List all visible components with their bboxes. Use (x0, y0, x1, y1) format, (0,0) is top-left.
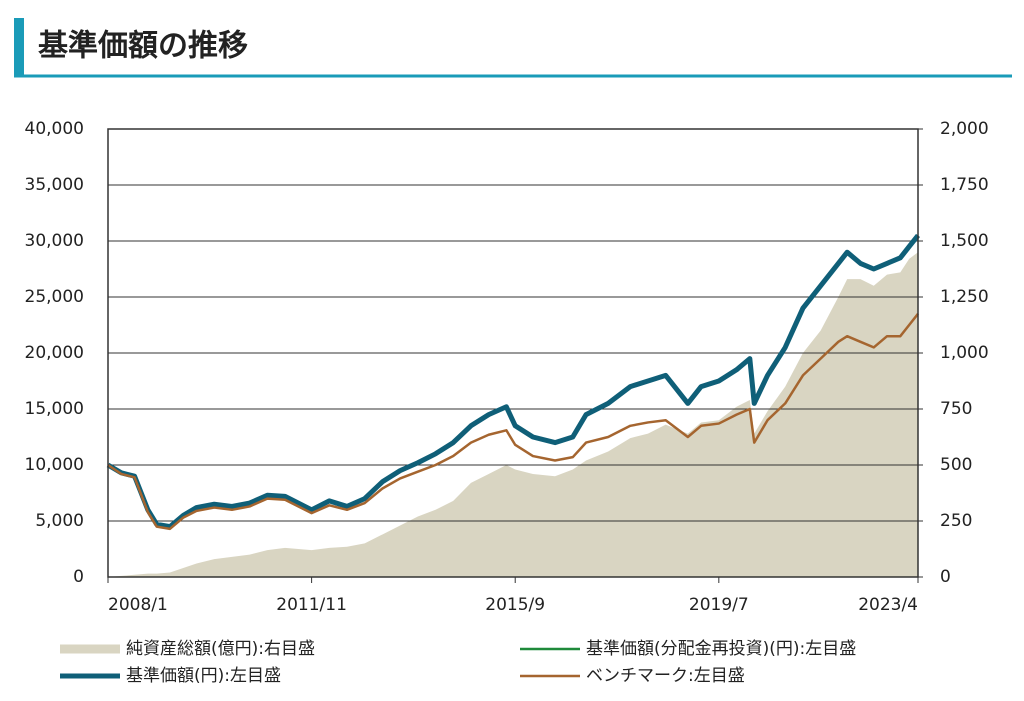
y2-tick-label: 250 (940, 511, 972, 531)
area-series (108, 252, 918, 577)
y2-tick-label: 500 (940, 455, 972, 475)
title-accent (14, 18, 24, 76)
y-tick-label: 10,000 (25, 455, 84, 475)
y-tick-label: 25,000 (25, 287, 84, 307)
y2-tick-label: 2,000 (940, 119, 989, 139)
page-title: 基準価額の推移 (38, 29, 248, 64)
line-series (107, 313, 919, 531)
y2-tick-label: 1,250 (940, 287, 989, 307)
y-tick-label: 35,000 (25, 175, 84, 195)
legend-label: 純資産総額(億円):右目盛 (126, 639, 315, 659)
x-tick-label: 2023/4 (858, 595, 918, 615)
y2-tick-label: 750 (940, 399, 972, 419)
y2-tick-label: 1,500 (940, 231, 989, 251)
y2-tick-label: 0 (940, 567, 951, 587)
nav-line (106, 233, 920, 530)
y-tick-label: 0 (73, 567, 84, 587)
x-tick-label: 2008/1 (108, 595, 168, 615)
y2-tick-label: 1,000 (940, 343, 989, 363)
y-tick-label: 5,000 (35, 511, 84, 531)
x-tick-label: 2015/9 (485, 595, 545, 615)
y-tick-label: 20,000 (25, 343, 84, 363)
plot-frame (107, 128, 919, 578)
x-tick-label: 2019/7 (689, 595, 749, 615)
legend-label: 基準価額(円):左目盛 (126, 666, 281, 686)
y2-tick-label: 1,750 (940, 175, 989, 195)
legend-label: 基準価額(分配金再投資)(円):左目盛 (586, 639, 856, 659)
legend-label: ベンチマーク:左目盛 (586, 666, 745, 686)
y-tick-label: 15,000 (25, 399, 84, 419)
y-tick-label: 30,000 (25, 231, 84, 251)
y-tick-label: 40,000 (25, 119, 84, 139)
x-tick-label: 2011/11 (276, 595, 347, 615)
